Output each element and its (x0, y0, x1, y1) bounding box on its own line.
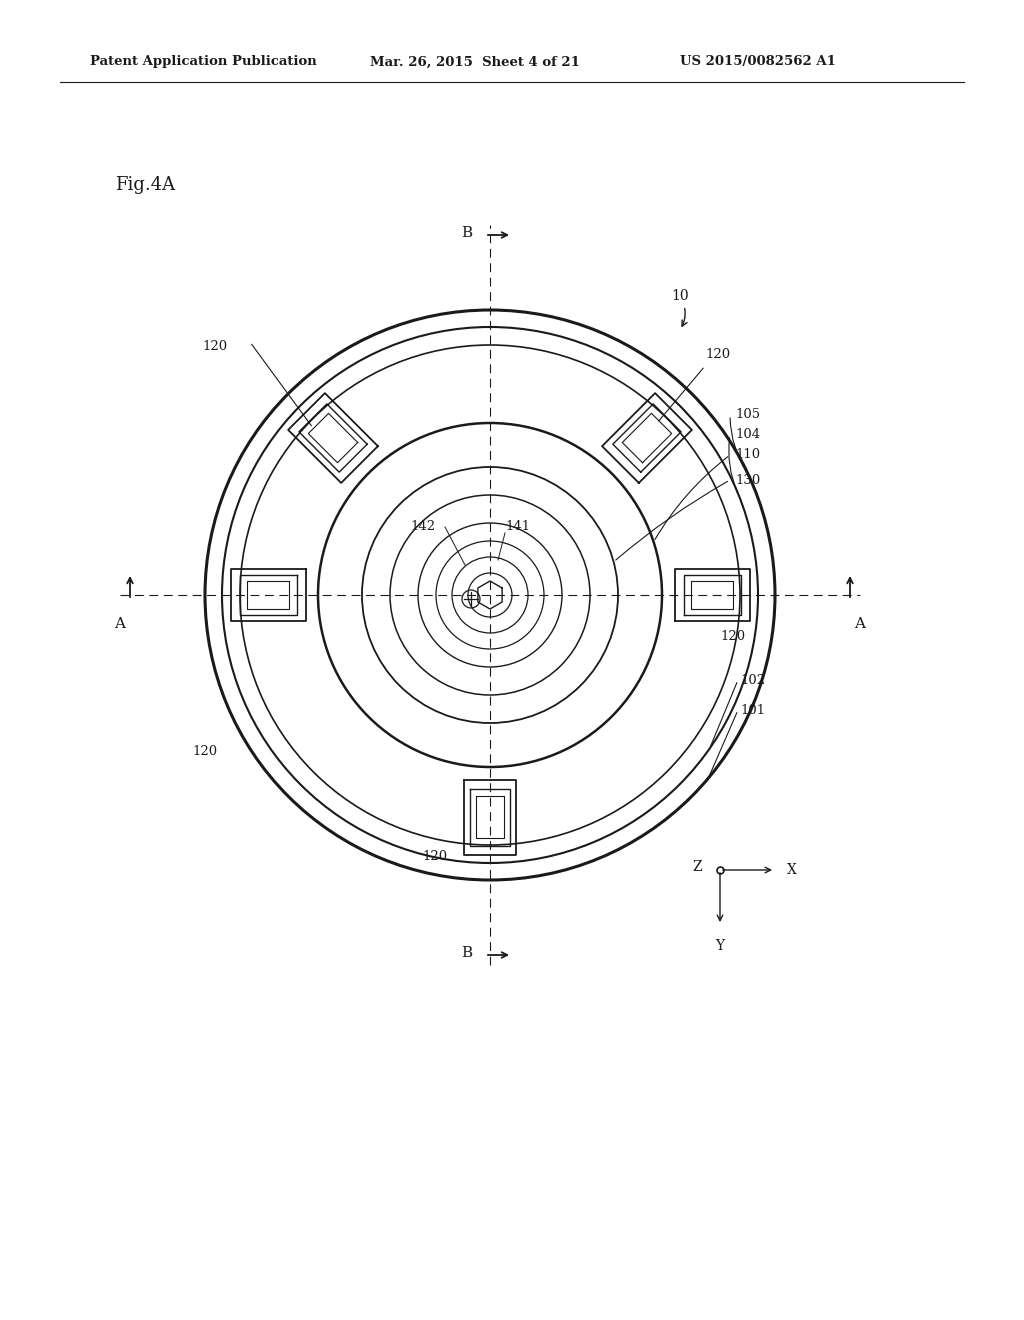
Text: 102: 102 (740, 673, 765, 686)
Text: Fig.4A: Fig.4A (115, 176, 175, 194)
Text: B: B (461, 226, 472, 240)
Text: Mar. 26, 2015  Sheet 4 of 21: Mar. 26, 2015 Sheet 4 of 21 (370, 55, 580, 69)
Text: X: X (787, 863, 797, 876)
Text: 120: 120 (705, 348, 730, 360)
Text: Z: Z (692, 861, 702, 874)
Text: B: B (461, 946, 472, 960)
Text: 142: 142 (410, 520, 435, 533)
Text: 104: 104 (735, 429, 760, 441)
Text: A: A (854, 616, 865, 631)
Text: 141: 141 (505, 520, 530, 533)
Text: Patent Application Publication: Patent Application Publication (90, 55, 316, 69)
Text: A: A (115, 616, 126, 631)
Text: Y: Y (716, 939, 725, 953)
Text: 130: 130 (735, 474, 760, 487)
Text: 10: 10 (671, 289, 689, 326)
Text: 110: 110 (735, 449, 760, 462)
Text: 105: 105 (735, 408, 760, 421)
Text: 120: 120 (720, 630, 745, 643)
Text: 120: 120 (193, 744, 217, 758)
Text: 120: 120 (203, 341, 227, 352)
Text: 120: 120 (423, 850, 447, 863)
Text: US 2015/0082562 A1: US 2015/0082562 A1 (680, 55, 836, 69)
Text: 101: 101 (740, 704, 765, 717)
